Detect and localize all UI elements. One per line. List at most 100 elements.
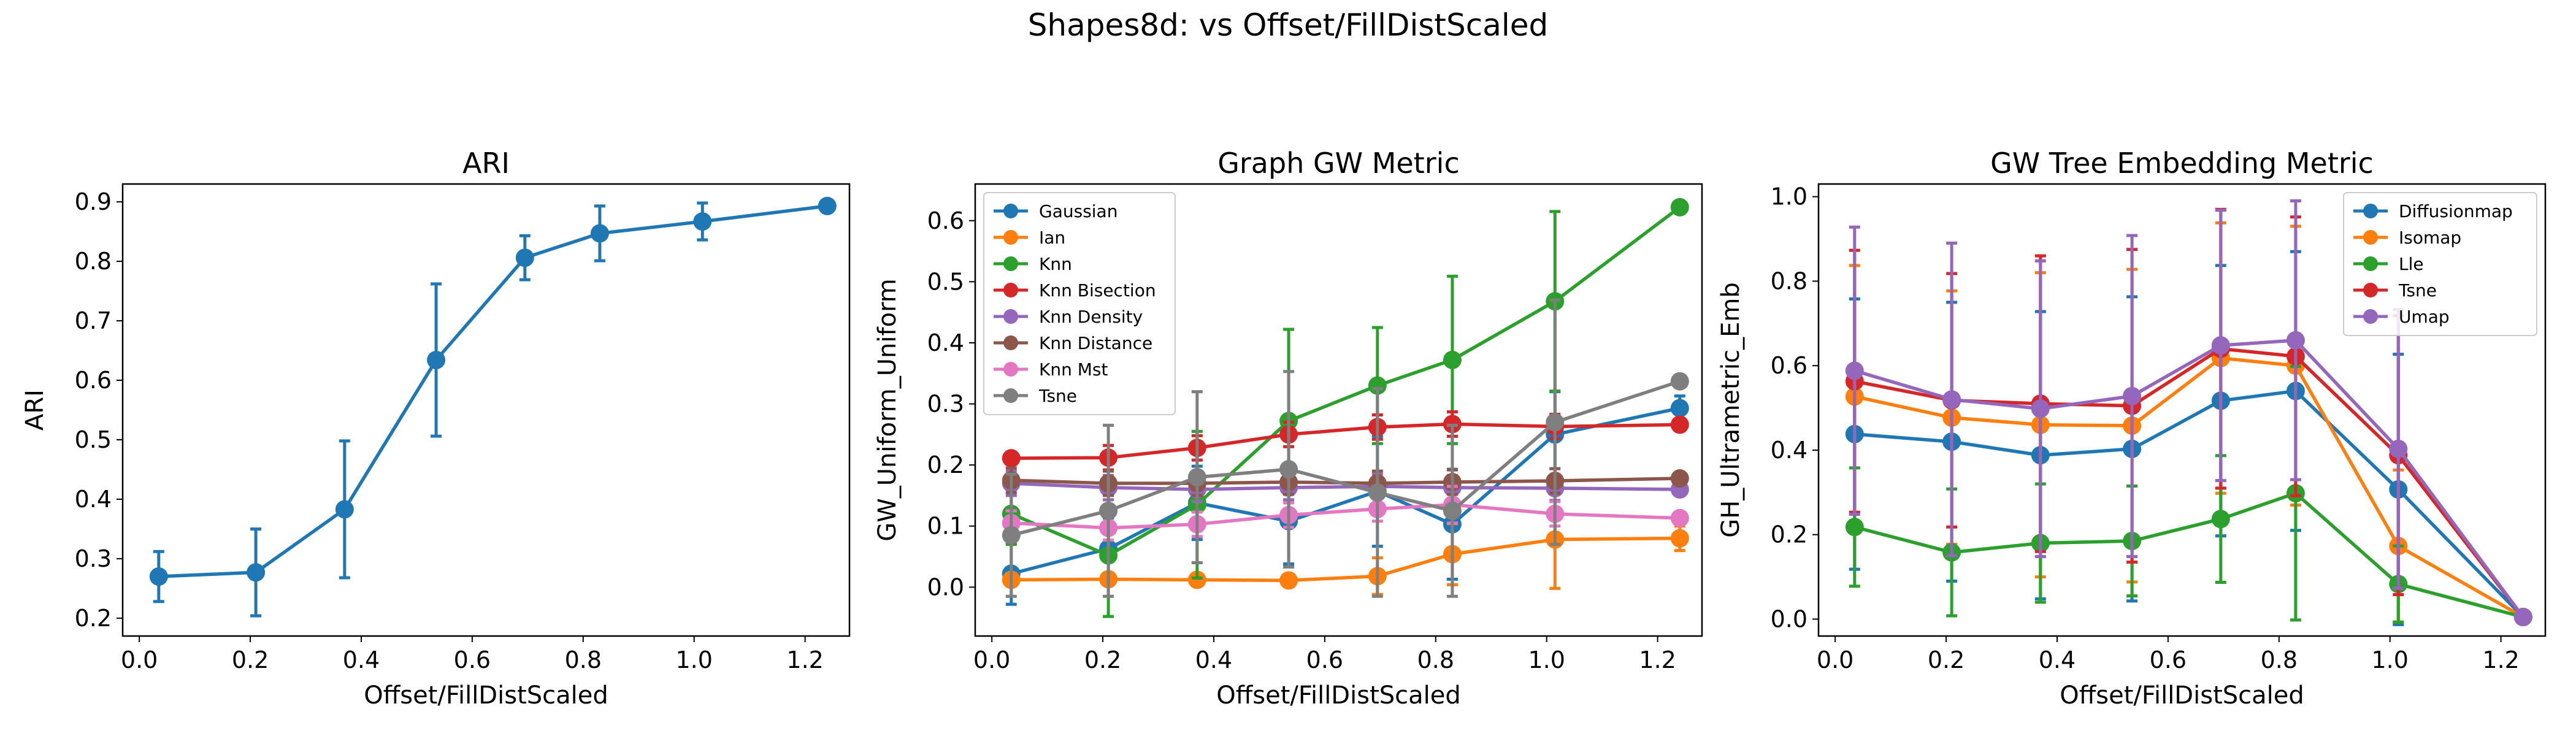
legend-label: Tsne bbox=[1038, 386, 1077, 406]
legend-marker bbox=[1003, 309, 1018, 324]
data-point bbox=[2389, 439, 2408, 458]
series-line bbox=[158, 204, 828, 578]
data-point bbox=[1670, 399, 1689, 418]
series-umap bbox=[1845, 199, 2532, 627]
x-tick-label: 1.2 bbox=[1639, 646, 1676, 673]
panel-title: Graph GW Metric bbox=[1217, 147, 1459, 180]
series-line bbox=[1854, 389, 2524, 618]
y-tick-label: 0.0 bbox=[927, 573, 964, 600]
series-line bbox=[1011, 422, 1680, 460]
data-point bbox=[335, 500, 354, 519]
data-point bbox=[1670, 529, 1689, 548]
legend-label: Knn Bisection bbox=[1039, 280, 1156, 301]
data-point bbox=[2031, 399, 2050, 418]
data-point bbox=[1279, 460, 1298, 479]
y-tick-label: 0.7 bbox=[75, 307, 112, 334]
legend-label: Knn Distance bbox=[1039, 333, 1152, 353]
panel-title: GW Tree Embedding Metric bbox=[1990, 147, 2374, 180]
legend-marker bbox=[1003, 388, 1018, 403]
x-tick-label: 0.8 bbox=[1417, 646, 1454, 673]
data-point bbox=[2513, 608, 2532, 627]
data-point bbox=[1845, 518, 1864, 537]
y-tick-label: 0.8 bbox=[75, 248, 112, 275]
legend: Gaussian Ian Knn Knn Bisection Knn Density Kn… bbox=[983, 192, 1176, 415]
x-tick-label: 0.4 bbox=[343, 646, 380, 673]
series-line bbox=[1010, 205, 1681, 558]
legend-item: Isomap bbox=[2353, 228, 2461, 248]
legend-marker bbox=[2363, 309, 2378, 324]
plot-frame bbox=[121, 183, 851, 637]
data-point bbox=[1279, 571, 1298, 590]
data-point bbox=[515, 248, 534, 267]
y-tick-label: 0.4 bbox=[927, 329, 964, 356]
data-point bbox=[1546, 413, 1565, 432]
y-tick-label: 0.5 bbox=[75, 426, 112, 453]
legend-item: Lle bbox=[2353, 254, 2424, 274]
legend-label: Umap bbox=[2399, 307, 2450, 327]
data-point bbox=[1670, 415, 1689, 434]
data-point bbox=[2123, 386, 2142, 405]
legend-item: Diffusionmap bbox=[2353, 201, 2513, 221]
x-tick-label: 0.2 bbox=[1928, 646, 1965, 673]
x-tick-label: 0.2 bbox=[232, 646, 269, 673]
y-tick-label: 0.2 bbox=[927, 451, 964, 478]
legend-marker bbox=[2363, 230, 2378, 245]
panel-title: ARI bbox=[462, 147, 510, 180]
legend-marker bbox=[1003, 204, 1018, 218]
x-tick-label: 0.4 bbox=[1195, 646, 1232, 673]
y-tick-label: 0.1 bbox=[927, 513, 964, 540]
x-tick-label: 1.2 bbox=[786, 646, 823, 673]
series-line bbox=[1854, 356, 2524, 619]
y-tick-label: 0.2 bbox=[75, 605, 112, 632]
legend-item: Tsne bbox=[994, 386, 1077, 406]
x-tick-label: 0.0 bbox=[973, 646, 1010, 673]
data-point bbox=[590, 224, 609, 243]
legend-marker bbox=[1003, 256, 1018, 271]
series-0 bbox=[149, 196, 837, 618]
y-tick-label: 0.8 bbox=[1771, 267, 1807, 294]
data-point bbox=[2211, 510, 2230, 529]
plot-frame bbox=[974, 183, 1703, 637]
series-line bbox=[1854, 491, 2524, 619]
data-point bbox=[1942, 390, 1961, 409]
x-tick-label: 0.0 bbox=[1817, 646, 1853, 673]
data-point bbox=[1670, 197, 1689, 217]
y-tick-label: 0.3 bbox=[927, 391, 964, 418]
series-line bbox=[1854, 339, 2525, 618]
data-point bbox=[149, 567, 168, 586]
ari-panel: ARI 0.0 0.2 0.4 0.6 0.8 1.0 1.2 0.2 0.3 0.4 0.5 0.6 0… bbox=[21, 147, 851, 710]
data-point bbox=[1443, 501, 1462, 520]
legend-item: Knn Mst bbox=[994, 359, 1108, 380]
legend-label: Knn Density bbox=[1039, 307, 1143, 327]
series-line bbox=[1011, 536, 1680, 583]
data-point bbox=[1670, 469, 1689, 488]
series-line bbox=[1011, 406, 1681, 576]
legend-marker bbox=[1003, 230, 1018, 245]
x-tick-label: 1.0 bbox=[1528, 646, 1565, 673]
data-point bbox=[1099, 501, 1118, 520]
legend: Diffusionmap Isomap Lle Tsne Umap bbox=[2343, 192, 2537, 336]
x-tick-label: 0.8 bbox=[2261, 646, 2298, 673]
y-axis-label: GW_Uniform_Uniform bbox=[873, 278, 902, 542]
x-tick-label: 0.6 bbox=[454, 646, 491, 673]
y-tick-label: 0.9 bbox=[75, 188, 112, 215]
data-point bbox=[1443, 350, 1462, 369]
data-point bbox=[1002, 526, 1021, 545]
x-tick-label: 0.4 bbox=[2039, 646, 2076, 673]
legend-item: Knn Distance bbox=[994, 333, 1152, 353]
data-point bbox=[1187, 468, 1206, 487]
data-point bbox=[1187, 570, 1206, 589]
series-line bbox=[1011, 503, 1680, 530]
data-point bbox=[1368, 483, 1387, 502]
y-axis-label: ARI bbox=[21, 389, 49, 431]
series-line bbox=[1011, 481, 1680, 491]
x-tick-label: 0.0 bbox=[121, 646, 158, 673]
legend-marker bbox=[1003, 335, 1018, 350]
x-tick-label: 1.0 bbox=[675, 646, 712, 673]
legend-label: Tsne bbox=[2398, 280, 2437, 301]
data-point bbox=[1368, 376, 1387, 395]
y-tick-label: 0.3 bbox=[75, 545, 112, 572]
legend-marker bbox=[1003, 362, 1018, 377]
legend-marker bbox=[2363, 283, 2378, 297]
data-point bbox=[1845, 361, 1864, 380]
